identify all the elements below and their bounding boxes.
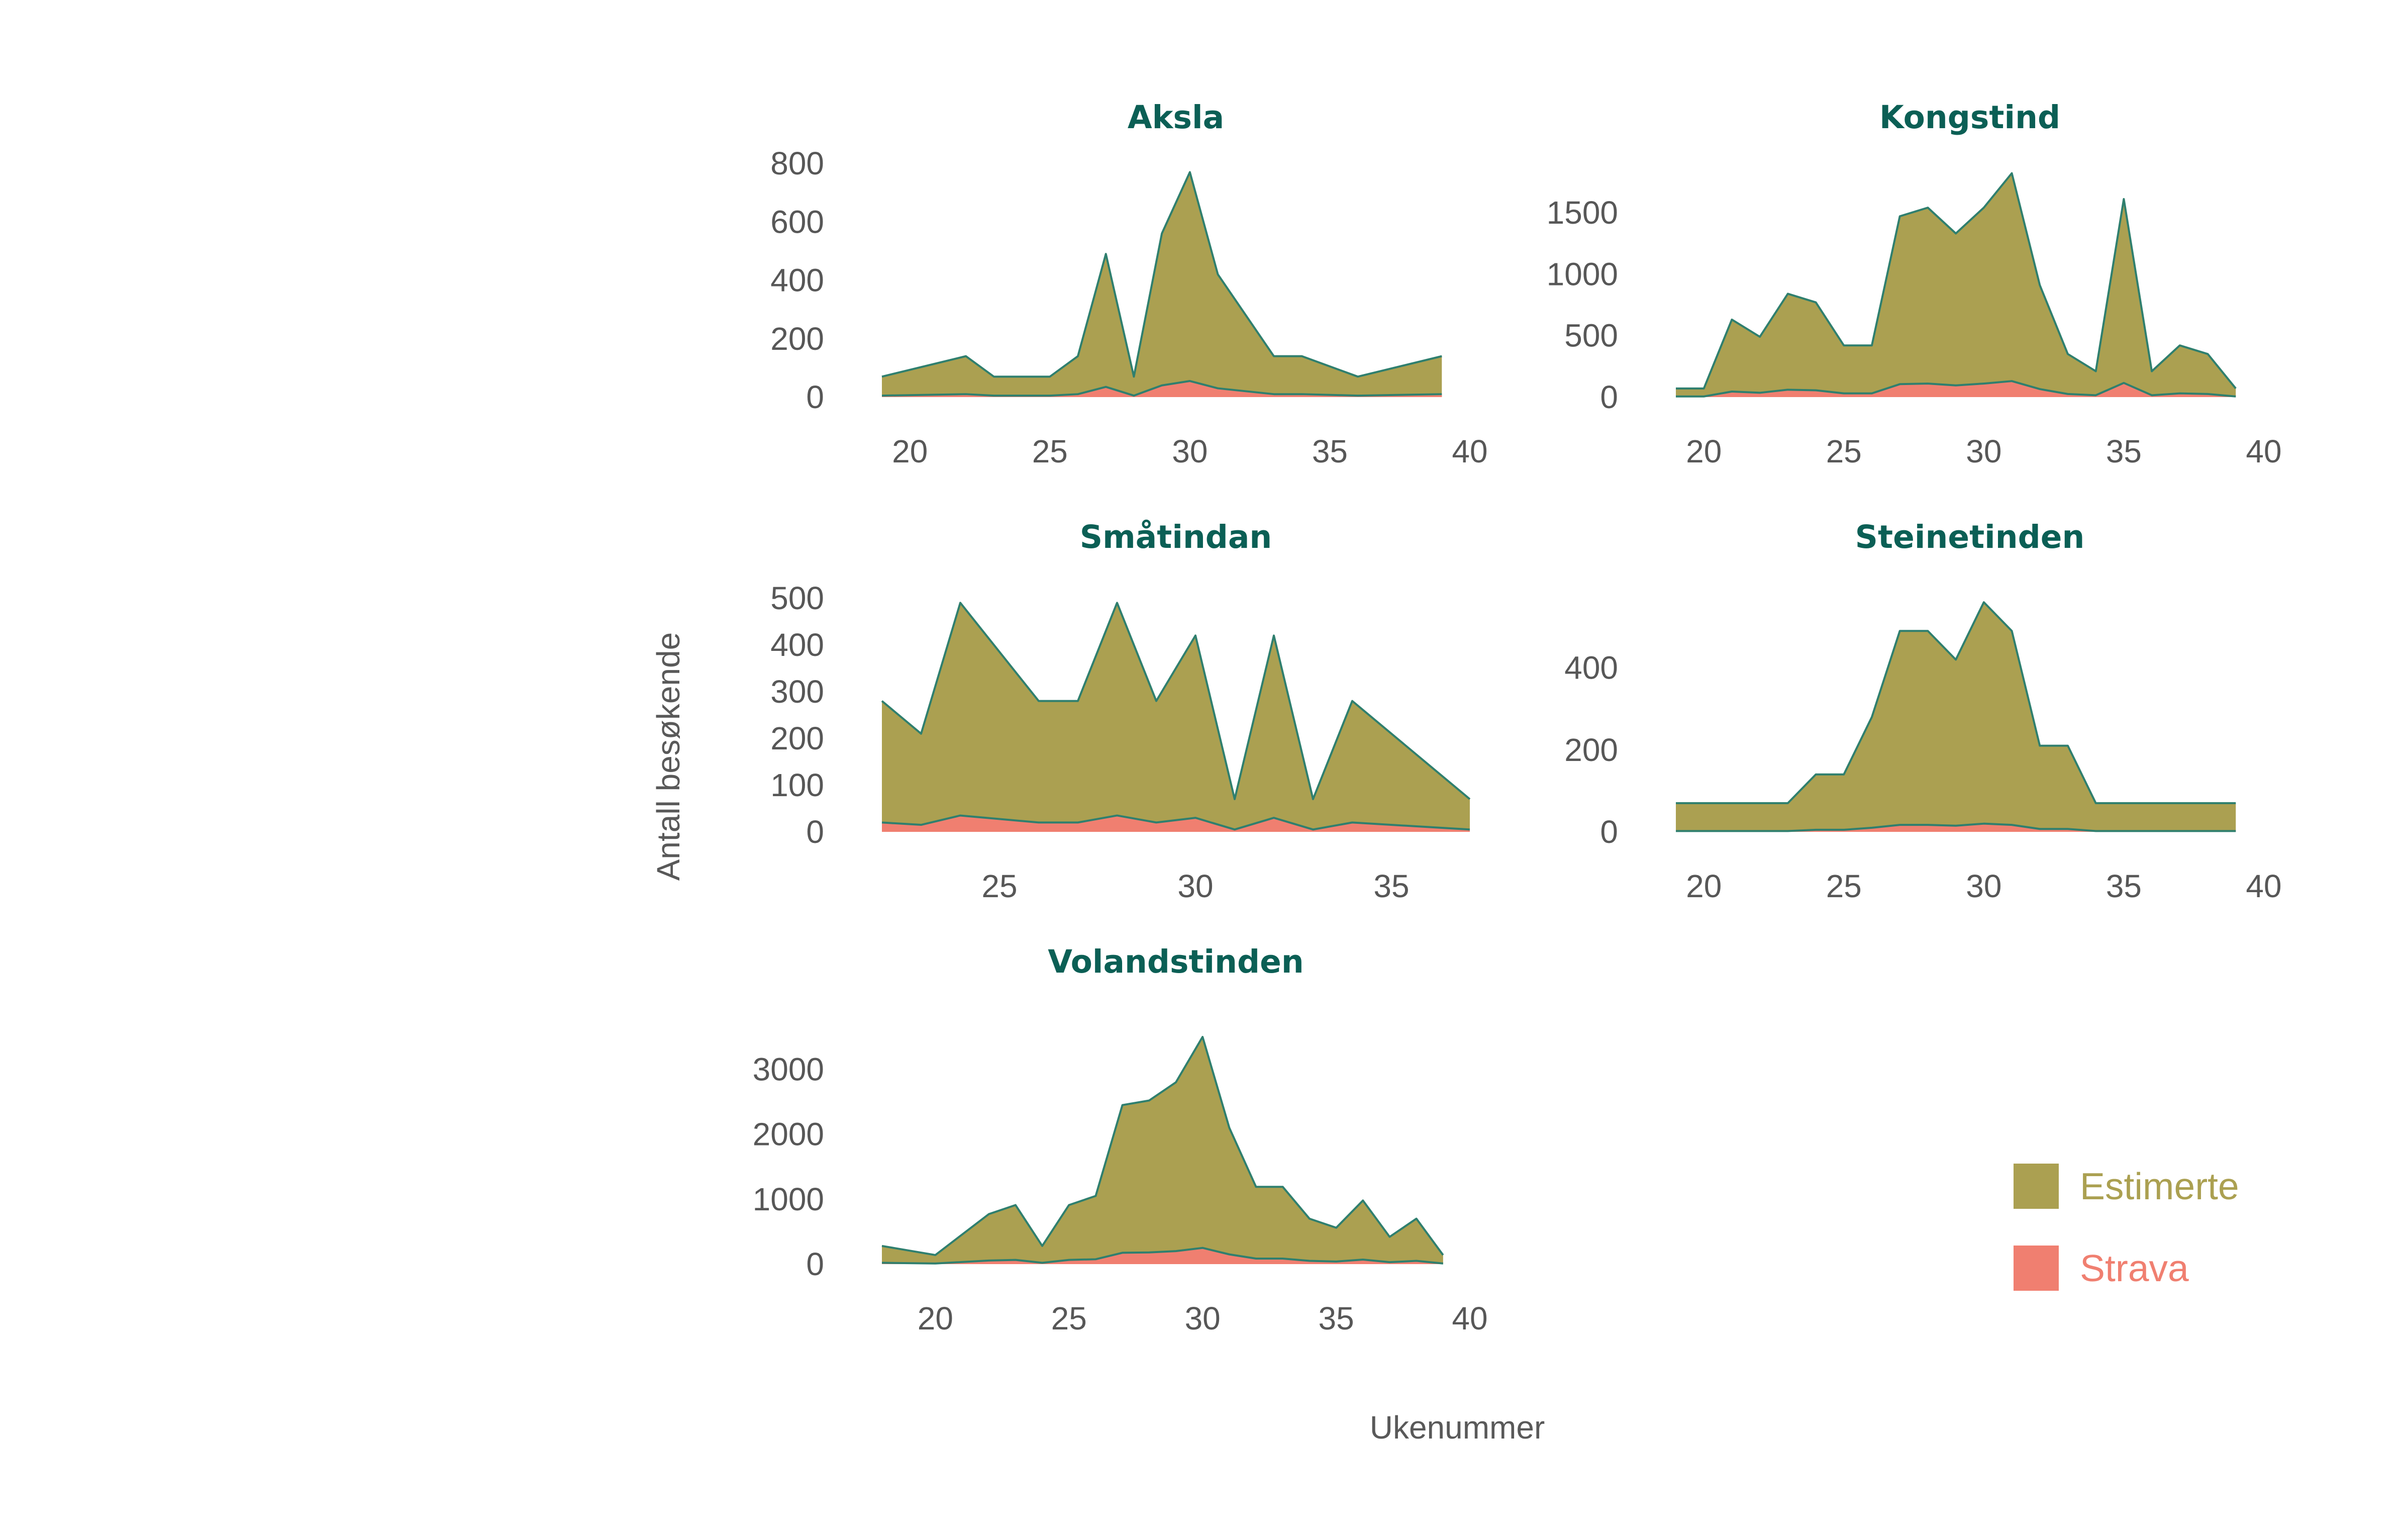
y-axis-title: Antall besøkende: [650, 632, 686, 881]
legend-label-strava: Strava: [2080, 1247, 2189, 1289]
area-estimerte-aksla: [882, 172, 1442, 397]
panel-title-aksla: Aksla: [1128, 99, 1224, 136]
panel-steinetinden: Steinetinden 0 200 400 20 25 30 35 40: [1564, 519, 2281, 904]
panel-title-steinetinden: Steinetinden: [1855, 519, 2085, 555]
x-tick-label: 20: [892, 433, 928, 469]
line-strava-steinetinden: [1676, 822, 2236, 832]
legend-item-estimerte: Estimerte: [2014, 1164, 2239, 1209]
panel-aksla: Aksla 0 200 400 600 800 20 25 30 35 40: [770, 99, 1487, 469]
line-strava-kongstind: [1676, 380, 2236, 398]
y-tick-label: 500: [770, 580, 824, 616]
x-tick-label: 30: [1172, 433, 1208, 469]
x-tick-label: 30: [1185, 1300, 1221, 1336]
area-estimerte-smatindan: [882, 603, 1470, 832]
x-tick-label: 35: [1373, 868, 1409, 904]
panel-title-volandstinden: Volandstinden: [1048, 943, 1303, 980]
x-tick-label: 40: [2246, 433, 2281, 469]
x-tick-label: 35: [1318, 1300, 1354, 1336]
y-tick-label: 300: [770, 674, 824, 710]
x-axis-title: Ukenummer: [1370, 1409, 1545, 1446]
y-tick-label: 0: [1600, 814, 1618, 850]
line-estimerte-smatindan: [881, 602, 1471, 800]
x-tick-label: 35: [2106, 868, 2142, 904]
line-estimerte-volandstinden: [881, 1035, 1444, 1256]
area-estimerte-kongstind: [1676, 173, 2236, 397]
x-tick-label: 40: [1452, 433, 1487, 469]
panel-title-kongstind: Kongstind: [1879, 99, 2060, 136]
y-tick-label: 100: [770, 767, 824, 803]
x-tick-label: 25: [1826, 868, 1862, 904]
y-tick-label: 400: [770, 262, 824, 299]
y-tick-label: 2000: [753, 1116, 824, 1153]
y-tick-label: 3000: [753, 1052, 824, 1088]
x-tick-label: 25: [1051, 1300, 1087, 1336]
x-tick-label: 25: [981, 868, 1017, 904]
area-estimerte-volandstinden: [882, 1036, 1443, 1264]
y-tick-label: 0: [806, 1246, 824, 1282]
legend-swatch-estimerte: [2014, 1164, 2059, 1209]
line-estimerte-aksla: [881, 171, 1442, 378]
x-tick-label: 20: [918, 1300, 953, 1336]
y-tick-label: 200: [1564, 732, 1618, 768]
line-estimerte-kongstind: [1676, 172, 2237, 390]
x-tick-label: 25: [1032, 433, 1068, 469]
legend: Estimerte Strava: [2014, 1164, 2239, 1291]
line-strava-volandstinden: [881, 1247, 1444, 1265]
y-tick-label: 0: [806, 379, 824, 415]
x-tick-label: 30: [1966, 868, 2001, 904]
line-strava-aksla: [881, 380, 1442, 397]
x-tick-label: 40: [2246, 868, 2281, 904]
x-tick-label: 20: [1686, 868, 1722, 904]
y-tick-label: 400: [1564, 650, 1618, 686]
y-tick-label: 200: [770, 321, 824, 357]
y-tick-label: 600: [770, 204, 824, 240]
x-tick-label: 20: [1686, 433, 1722, 469]
line-strava-smatindan: [881, 814, 1470, 831]
panel-kongstind: Kongstind 0 500 1000 1500 20 25 30 35 40: [1547, 99, 2282, 469]
y-tick-label: 1500: [1547, 195, 1618, 231]
legend-label-estimerte: Estimerte: [2080, 1165, 2239, 1207]
panel-smatindan: Småtindan 0 100 200 300 400 500 25 30 35: [770, 519, 1471, 904]
x-tick-label: 30: [1966, 433, 2001, 469]
legend-item-strava: Strava: [2014, 1246, 2189, 1291]
y-tick-label: 200: [770, 720, 824, 756]
y-tick-label: 1000: [1547, 256, 1618, 292]
legend-swatch-strava: [2014, 1246, 2059, 1291]
area-estimerte-steinetinden: [1676, 602, 2236, 832]
y-tick-label: 0: [1600, 379, 1618, 415]
y-tick-label: 800: [770, 145, 824, 181]
x-tick-label: 35: [1312, 433, 1348, 469]
y-tick-label: 0: [806, 814, 824, 850]
x-tick-label: 35: [2106, 433, 2142, 469]
x-tick-label: 25: [1826, 433, 1862, 469]
area-strava-steinetinden: [1676, 823, 2236, 832]
area-strava-kongstind: [1676, 381, 2236, 397]
area-strava-aksla: [882, 381, 1442, 397]
y-tick-label: 400: [770, 627, 824, 663]
panel-title-smatindan: Småtindan: [1080, 519, 1272, 555]
panel-volandstinden: Volandstinden 0 1000 2000 3000 20 25 30 35 40: [753, 943, 1488, 1336]
y-tick-label: 500: [1564, 318, 1618, 354]
x-tick-label: 30: [1177, 868, 1213, 904]
line-estimerte-steinetinden: [1676, 601, 2236, 804]
y-tick-label: 1000: [753, 1181, 824, 1217]
area-strava-volandstinden: [882, 1248, 1443, 1264]
x-tick-label: 40: [1452, 1300, 1487, 1336]
